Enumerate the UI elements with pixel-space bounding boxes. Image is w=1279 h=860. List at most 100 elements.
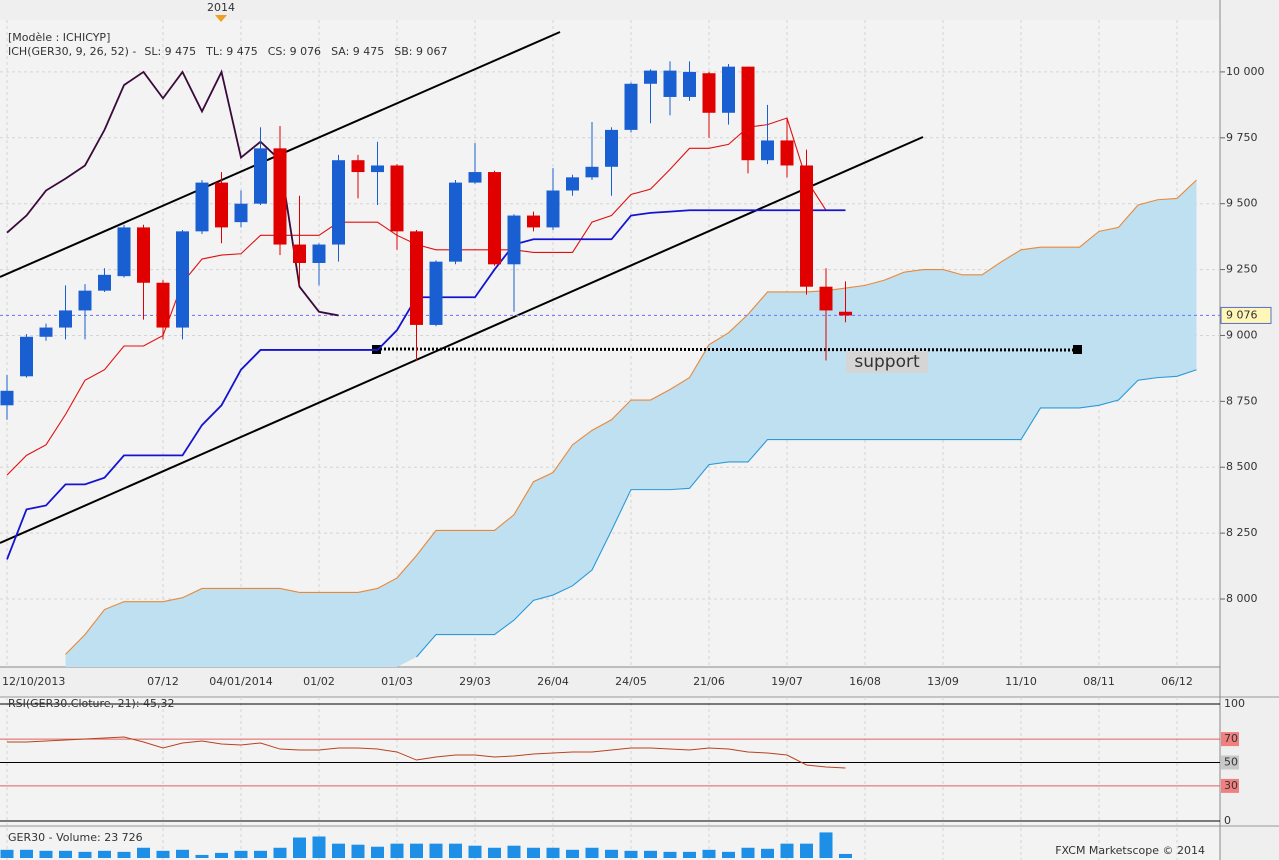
cloud (65, 179, 1197, 668)
candle-body (410, 231, 423, 325)
candle-body (176, 231, 189, 328)
x-tick-label: 29/03 (459, 675, 491, 688)
rsi-plot-area (0, 697, 1220, 825)
candle-body (156, 282, 170, 328)
volume-bar (312, 836, 326, 858)
volume-bar (702, 849, 716, 858)
volume-bar (0, 849, 14, 858)
rsi-tick-label: 70 (1224, 732, 1238, 745)
candle-body (273, 148, 287, 245)
candle-body (800, 165, 813, 287)
volume-bar (98, 850, 111, 858)
credit: FXCM Marketscope © 2014 (1055, 844, 1205, 857)
candle-body (234, 203, 248, 223)
indicator-line (65, 179, 1197, 655)
rsi-tick-box (1221, 778, 1239, 793)
grid (0, 20, 1220, 860)
y-tick-label: 8 750 (1226, 394, 1258, 407)
volume-bar (741, 847, 755, 858)
current-price-label: 9 076 (1226, 308, 1258, 321)
volume-bar (215, 852, 228, 858)
x-tick-label: 26/04 (537, 675, 569, 688)
volume-bar (429, 843, 443, 858)
volume-bar (351, 844, 365, 858)
legend-entry: SB: 9 067 (394, 45, 447, 58)
x-tick-label: 06/12 (1161, 675, 1193, 688)
volume-bar (137, 847, 150, 858)
candle-body (39, 327, 53, 337)
volume-bar (566, 849, 579, 858)
support-label: support (854, 352, 920, 372)
volume-bar (195, 854, 209, 858)
candle-body (293, 244, 306, 263)
volume-bar (234, 850, 248, 858)
candle-body (488, 172, 501, 265)
volume-bar (59, 850, 72, 858)
volume-bar (449, 843, 462, 858)
volume-bar (254, 850, 267, 858)
candle-body (722, 66, 735, 113)
indicator-line (6, 209, 846, 560)
volume-bar (663, 851, 677, 858)
volume-bar (273, 847, 287, 858)
candle-body (585, 166, 599, 178)
support-handle (1073, 345, 1082, 354)
candle-body (507, 215, 521, 265)
model-label: [Modèle : ICHICYP] (8, 31, 110, 44)
volume-bar (117, 851, 131, 858)
y-tick-label: 10 000 (1226, 65, 1265, 78)
candle-body (819, 286, 833, 311)
candle-body (117, 227, 131, 277)
rsi-tick-label: 30 (1224, 779, 1238, 792)
rsi-title: RSI(GER30.Cloture, 21): 45,32 (8, 697, 175, 710)
volume-bar (722, 851, 735, 858)
volume-bar (488, 847, 501, 858)
x-tick-label: 11/10 (1005, 675, 1037, 688)
candle-body (566, 177, 579, 191)
trend-line (0, 136, 924, 544)
candle-body (20, 336, 33, 377)
x-tick-label: 08/11 (1083, 675, 1115, 688)
volume-bar (527, 847, 540, 858)
candle-body (371, 165, 384, 173)
rsi-tick-label: 50 (1224, 756, 1238, 769)
candle-body (683, 71, 696, 97)
year-marker-arrow (215, 15, 227, 22)
volume-bar (176, 849, 189, 858)
candle-body (254, 148, 267, 204)
cloud-fill (65, 179, 1197, 668)
volume-bar (585, 847, 599, 858)
x-tick-label: 21/06 (693, 675, 725, 688)
volume-bar (819, 832, 833, 858)
x-tick-label: 01/03 (381, 675, 413, 688)
volume-bar (468, 845, 482, 858)
candle-body (98, 274, 111, 291)
rsi-tick-label: 0 (1224, 814, 1231, 827)
volume-bar (156, 850, 170, 858)
support-label-box (846, 351, 928, 373)
legend-entry: TL: 9 475 (205, 45, 258, 58)
marks (0, 61, 852, 858)
volume-bar (644, 850, 657, 858)
annotations: support 2014 [Modèle : ICHICYP] (0, 1, 1220, 544)
x-tick-label: 01/02 (303, 675, 335, 688)
candle-body (741, 66, 755, 161)
candle-body (390, 165, 404, 232)
volume-bar (800, 843, 813, 858)
candle-body (59, 310, 72, 328)
candle-body (605, 129, 618, 167)
candle-body (663, 70, 677, 97)
candle-body (624, 83, 638, 130)
volume-bar (546, 847, 560, 858)
candle-body (546, 190, 560, 228)
volume-bar (39, 850, 53, 858)
support-line (375, 347, 1079, 352)
volume-bar (78, 851, 92, 858)
volume-bar (839, 853, 852, 858)
volume-bar (332, 843, 345, 858)
rsi-tick-label: 100 (1224, 697, 1245, 710)
volume-title: GER30 - Volume: 23 726 (8, 831, 143, 844)
x-tick-label: 24/05 (615, 675, 647, 688)
